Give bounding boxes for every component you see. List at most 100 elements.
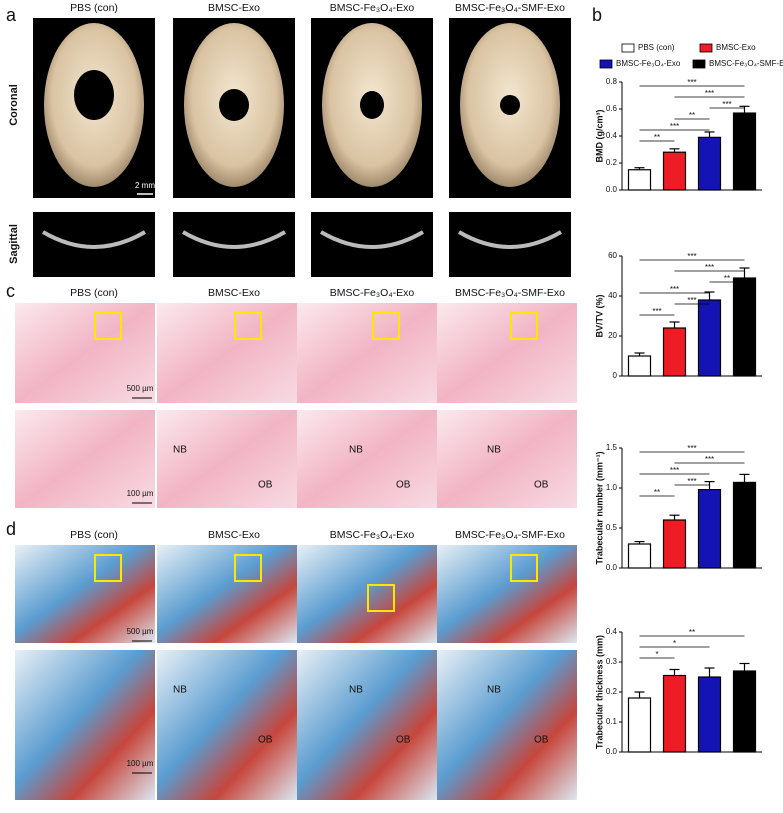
y-axis-label: Trabecular number (mm⁻¹) xyxy=(594,451,604,564)
significance-label: ** xyxy=(689,628,695,637)
y-tick-label: 0.0 xyxy=(606,747,618,756)
tissue-label: OB xyxy=(258,480,273,491)
charts: PBS (con) BMSC-Exo BMSC-Fe₃O₄-Exo BMSC-Fe₃O… xyxy=(594,43,783,756)
defect xyxy=(74,70,114,120)
bar xyxy=(662,327,687,377)
bar xyxy=(732,670,757,753)
bar xyxy=(732,481,757,569)
histology-image xyxy=(15,303,155,403)
defect xyxy=(360,91,384,119)
tissue-label: NB xyxy=(487,685,501,696)
histology-image xyxy=(297,303,437,403)
tissue-label: OB xyxy=(396,480,411,491)
histology-image xyxy=(157,650,297,800)
panel-letter: b xyxy=(592,5,602,25)
significance-label: *** xyxy=(687,252,696,261)
scale-label: 100 µm xyxy=(127,759,154,768)
significance-label: *** xyxy=(705,263,714,272)
sagittal-image xyxy=(449,212,571,277)
zoom-box xyxy=(510,554,538,582)
tissue-label: OB xyxy=(534,735,549,746)
bar xyxy=(697,299,722,377)
y-tick-label: 1.0 xyxy=(606,483,618,492)
tissue-label: OB xyxy=(258,735,273,746)
significance-label: *** xyxy=(687,477,696,486)
y-axis-label: BMD (g/cm³) xyxy=(594,110,604,163)
legend-label: BMSC-Fe₃O₄-Exo xyxy=(616,59,681,68)
significance-label: *** xyxy=(670,285,679,294)
histology-image xyxy=(157,545,297,643)
zoom-box xyxy=(94,312,122,340)
y-tick-label: 0.3 xyxy=(606,657,618,666)
y-tick-label: 1.5 xyxy=(606,443,618,452)
y-tick-label: 0.4 xyxy=(606,627,618,636)
column-header: BMSC-Fe₃O₄-Exo xyxy=(330,287,415,299)
sagittal-image xyxy=(173,212,295,277)
sagittal-bone xyxy=(457,230,563,249)
legend-label: BMSC-Fe₃O₄-SMF-Exo xyxy=(709,59,783,68)
bar xyxy=(732,277,757,377)
column-header: BMSC-Fe₃O₄-SMF-Exo xyxy=(455,529,565,541)
row-label: Coronal xyxy=(8,84,20,126)
y-tick-label: 0.2 xyxy=(606,687,618,696)
histology-image xyxy=(437,410,577,508)
tissue-label: OB xyxy=(396,735,411,746)
histology-image xyxy=(297,410,437,508)
defect xyxy=(219,89,249,121)
significance-label: *** xyxy=(652,307,661,316)
y-tick-label: 20 xyxy=(608,331,617,340)
column-header: BMSC-Fe₃O₄-SMF-Exo xyxy=(455,2,565,14)
row-label: Sagittal xyxy=(8,224,20,264)
column-header: PBS (con) xyxy=(70,2,118,14)
scale-label: 500 µm xyxy=(127,384,154,393)
bar xyxy=(627,169,652,191)
column-header: PBS (con) xyxy=(70,529,118,541)
sagittal-bone xyxy=(181,230,287,249)
significance-label: ** xyxy=(654,133,660,142)
legend-swatch xyxy=(599,59,613,69)
bar xyxy=(697,676,722,753)
bar xyxy=(662,151,687,191)
column-header: BMSC-Exo xyxy=(208,2,260,14)
y-tick-label: 0.2 xyxy=(606,158,618,167)
histology-image xyxy=(15,650,155,800)
significance-label: *** xyxy=(705,455,714,464)
histology-image xyxy=(15,410,155,508)
column-header: BMSC-Fe₃O₄-SMF-Exo xyxy=(455,287,565,299)
column-header: PBS (con) xyxy=(70,287,118,299)
histology-image xyxy=(437,303,577,403)
significance-label: *** xyxy=(687,296,696,305)
column-header: BMSC-Fe₃O₄-Exo xyxy=(330,529,415,541)
tissue-label: NB xyxy=(349,445,363,456)
y-tick-label: 0.6 xyxy=(606,104,618,113)
legend-swatch xyxy=(692,59,706,69)
bar xyxy=(697,136,722,191)
tissue-label: NB xyxy=(173,685,187,696)
zoom-box xyxy=(367,584,395,612)
y-axis-label: Trabecular thickness (mm) xyxy=(594,635,604,749)
y-axis-label: BV/TV (%) xyxy=(594,294,604,337)
significance-label: ** xyxy=(654,488,660,497)
tissue-label: NB xyxy=(173,445,187,456)
significance-label: *** xyxy=(687,444,696,453)
histology-image xyxy=(157,410,297,508)
legend-label: PBS (con) xyxy=(638,43,675,52)
y-tick-label: 0.5 xyxy=(606,523,618,532)
sagittal-bone xyxy=(41,230,147,249)
y-tick-label: 60 xyxy=(608,251,617,260)
histology-image xyxy=(437,545,577,643)
scale-label: 2 mm xyxy=(135,181,155,190)
histology-image xyxy=(157,303,297,403)
y-tick-label: 40 xyxy=(608,291,617,300)
zoom-box xyxy=(234,554,262,582)
sagittal-image xyxy=(33,212,155,277)
bar xyxy=(732,112,757,191)
y-tick-label: 0.1 xyxy=(606,717,618,726)
significance-label: * xyxy=(655,650,658,659)
significance-label: ** xyxy=(724,274,730,283)
legend-label: BMSC-Exo xyxy=(716,43,756,52)
significance-label: *** xyxy=(670,122,679,131)
zoom-box xyxy=(94,554,122,582)
column-header: BMSC-Exo xyxy=(208,529,260,541)
